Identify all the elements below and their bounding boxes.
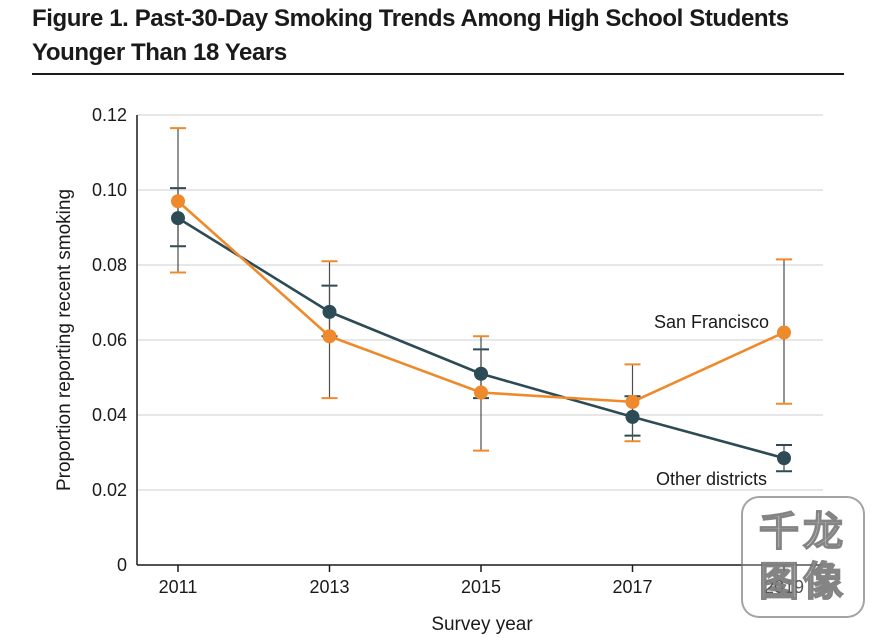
data-point-san-francisco bbox=[171, 194, 185, 209]
y-tick-labels: 0 0.02 0.04 0.06 0.08 0.10 0.12 bbox=[92, 105, 127, 575]
data-point-other-districts bbox=[777, 451, 791, 466]
data-point-san-francisco bbox=[777, 325, 791, 340]
data-points bbox=[171, 194, 791, 466]
y-tick-label: 0.12 bbox=[92, 105, 127, 125]
gridlines bbox=[137, 114, 823, 491]
data-point-other-districts bbox=[171, 211, 185, 226]
y-tick-label: 0.08 bbox=[92, 255, 127, 275]
series-label-san-francisco: San Francisco bbox=[654, 312, 769, 332]
x-tick-label: 2011 bbox=[159, 577, 198, 597]
x-tick-labels: 2011 2013 2015 2017 2019 bbox=[159, 565, 804, 597]
y-axis-title: Proportion reporting recent smoking bbox=[54, 189, 75, 491]
x-tick-label: 2017 bbox=[612, 577, 652, 597]
error-bars bbox=[170, 127, 792, 473]
axes bbox=[136, 115, 823, 566]
data-point-san-francisco bbox=[625, 394, 640, 409]
x-tick-label: 2019 bbox=[764, 577, 804, 597]
series-label-other-districts: Other districts bbox=[656, 469, 767, 489]
data-point-other-districts bbox=[625, 409, 640, 424]
y-tick-label: 0.02 bbox=[92, 480, 127, 500]
x-tick-label: 2015 bbox=[461, 577, 501, 597]
data-point-other-districts bbox=[474, 366, 488, 381]
data-point-san-francisco bbox=[474, 385, 488, 400]
x-tick-label: 2013 bbox=[309, 577, 349, 597]
data-point-san-francisco bbox=[322, 329, 337, 344]
figure-title: Figure 1. Past-30-Day Smoking Trends Amo… bbox=[32, 5, 789, 66]
data-point-other-districts bbox=[322, 304, 337, 319]
y-tick-label: 0.10 bbox=[92, 180, 127, 200]
y-tick-label: 0.06 bbox=[92, 330, 127, 350]
title-divider bbox=[32, 73, 844, 75]
x-axis-title: Survey year bbox=[431, 614, 533, 635]
y-tick-label: 0.04 bbox=[92, 405, 127, 425]
y-tick-label: 0 bbox=[117, 555, 127, 575]
